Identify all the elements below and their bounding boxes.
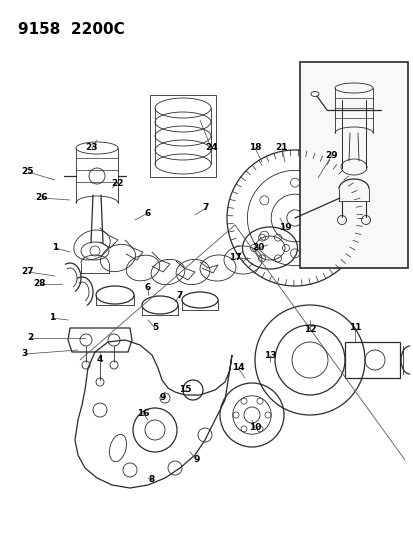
Bar	[344, 342, 399, 378]
Text: 6: 6	[145, 284, 151, 293]
Text: 13: 13	[263, 351, 275, 359]
Text: 1: 1	[49, 313, 55, 322]
Text: 12: 12	[303, 326, 316, 335]
Text: 10: 10	[248, 424, 261, 432]
Text: 23: 23	[85, 143, 98, 152]
Text: 22: 22	[112, 179, 124, 188]
Text: 3: 3	[22, 350, 28, 359]
Text: 7: 7	[176, 290, 183, 300]
Text: 24: 24	[205, 143, 218, 152]
Text: 25: 25	[22, 167, 34, 176]
Text: 1: 1	[52, 244, 58, 253]
Text: 18: 18	[248, 143, 261, 152]
Text: 28: 28	[34, 279, 46, 288]
Polygon shape	[299, 62, 407, 268]
Text: 2: 2	[27, 334, 33, 343]
Text: 9: 9	[193, 456, 200, 464]
Text: 16: 16	[136, 408, 149, 417]
Text: 27: 27	[21, 268, 34, 277]
Text: 9: 9	[159, 393, 166, 402]
Text: 6: 6	[145, 208, 151, 217]
Text: 29: 29	[325, 150, 337, 159]
Text: 9158  2200C: 9158 2200C	[18, 22, 124, 37]
Text: 11: 11	[348, 324, 361, 333]
Text: 7: 7	[202, 204, 209, 213]
Text: 20: 20	[251, 244, 263, 253]
Text: 15: 15	[178, 385, 191, 394]
Text: 5: 5	[152, 324, 158, 333]
Text: 19: 19	[278, 223, 291, 232]
Text: 21: 21	[275, 143, 287, 152]
Text: 26: 26	[36, 193, 48, 203]
Text: 17: 17	[228, 254, 241, 262]
Text: 14: 14	[231, 364, 244, 373]
Text: 8: 8	[149, 475, 155, 484]
Text: 4: 4	[97, 356, 103, 365]
